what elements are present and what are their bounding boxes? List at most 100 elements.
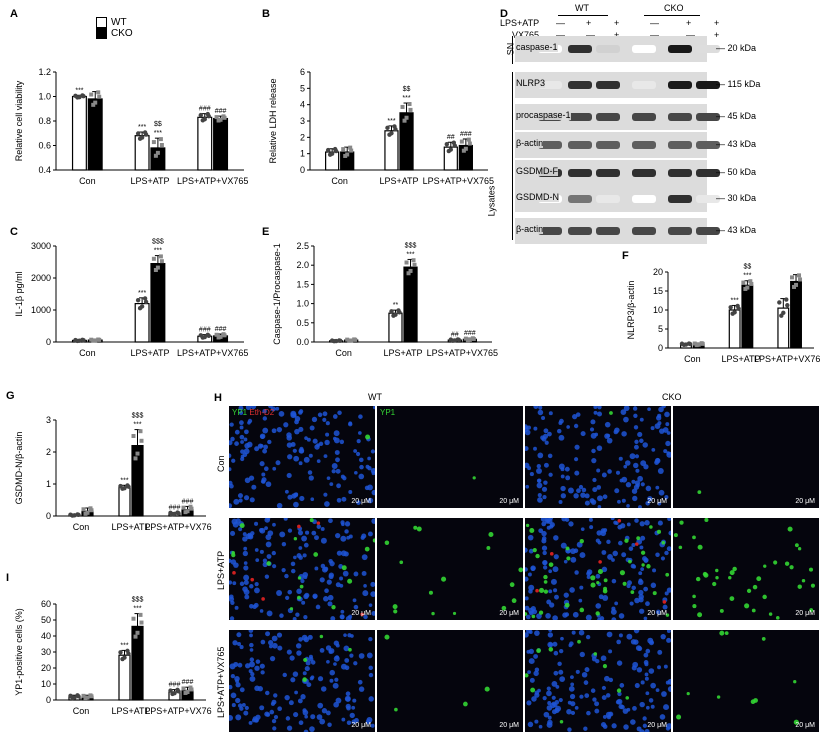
- nucleus: [625, 482, 632, 488]
- nucleus: [298, 720, 304, 726]
- data-point-b: [332, 146, 338, 152]
- yp1-cell: [441, 576, 447, 582]
- y-tick-label-g: 1: [46, 479, 51, 489]
- significance-label-b: $$: [403, 86, 411, 93]
- data-point-c: [205, 332, 210, 337]
- nucleus: [239, 410, 244, 415]
- nucleus: [543, 428, 549, 434]
- treatment-mark: +: [714, 30, 720, 40]
- data-point-g: [175, 510, 180, 515]
- nucleus: [314, 566, 319, 571]
- nucleus: [601, 472, 607, 478]
- nucleus: [559, 418, 564, 424]
- yp1-cell: [413, 525, 418, 530]
- stain-label: YP1 Eth-D2: [232, 408, 275, 417]
- nucleus: [542, 495, 547, 500]
- nucleus: [238, 406, 244, 411]
- nucleus: [229, 684, 233, 690]
- nucleus: [606, 437, 613, 444]
- nucleus: [529, 677, 535, 683]
- nucleus: [632, 705, 637, 711]
- nucleus: [257, 686, 264, 692]
- nucleus: [617, 499, 621, 504]
- panel-label-g: G: [6, 390, 15, 402]
- data-point-c: [159, 259, 164, 264]
- nucleus: [254, 548, 259, 552]
- data-point-g: [81, 507, 86, 512]
- yp1-cell: [416, 526, 422, 532]
- nucleus: [589, 525, 594, 530]
- nucleus: [648, 640, 655, 646]
- micrograph-cells: [229, 630, 375, 732]
- nucleus: [546, 690, 552, 697]
- nucleus: [266, 610, 273, 617]
- bar-b: [384, 130, 399, 171]
- data-point-a: [221, 114, 226, 119]
- nucleus: [574, 706, 579, 710]
- treatment-mark: —: [686, 30, 695, 40]
- nucleus: [302, 708, 307, 713]
- yp1-cell: [399, 560, 404, 565]
- nucleus: [276, 426, 283, 433]
- nucleus: [367, 531, 373, 537]
- significance-label-b: ###: [460, 131, 472, 138]
- nucleus: [334, 677, 339, 682]
- nucleus: [287, 528, 293, 533]
- y-tick-label-i: 0: [46, 695, 51, 705]
- nucleus: [341, 717, 346, 722]
- nucleus: [287, 589, 293, 595]
- nucleus: [648, 668, 655, 674]
- nucleus: [600, 655, 607, 662]
- ethd2-cell: [617, 518, 622, 523]
- nucleus: [298, 546, 303, 550]
- nucleus: [299, 448, 305, 454]
- nucleus: [233, 661, 239, 667]
- nucleus: [633, 444, 639, 450]
- nucleus: [608, 677, 614, 683]
- nucleus: [598, 594, 604, 600]
- blot-band: [632, 227, 656, 235]
- nucleus: [290, 561, 296, 567]
- nucleus: [243, 546, 248, 551]
- nucleus: [250, 406, 257, 410]
- data-point-c: [80, 337, 85, 343]
- nucleus: [272, 564, 277, 569]
- nucleus: [238, 498, 243, 503]
- x-tick-label-i: Con: [73, 706, 90, 716]
- y-axis-label-g: GSDMD-N/β-actin: [14, 432, 24, 505]
- nucleus: [244, 429, 249, 435]
- nucleus: [230, 600, 235, 605]
- nucleus: [634, 439, 639, 444]
- yp1-cell: [752, 584, 758, 590]
- nucleus: [287, 454, 293, 460]
- nucleus: [259, 443, 264, 448]
- blot-protein-label: NLRP3: [516, 78, 546, 88]
- nucleus: [273, 715, 279, 720]
- nucleus: [309, 726, 315, 732]
- nucleus: [651, 447, 656, 452]
- nucleus: [575, 412, 581, 417]
- nucleus: [666, 431, 671, 435]
- nucleus: [537, 493, 542, 498]
- data-point-e: [336, 338, 342, 343]
- chart-f: 0 5 10 15 20 NLRP3/β-actin Con LPS+ATP *** $$ *** L…: [626, 264, 820, 364]
- nucleus: [547, 453, 553, 459]
- nucleus: [241, 703, 246, 707]
- blot-band: [696, 141, 720, 149]
- yp1-cell: [543, 574, 548, 580]
- x-tick-label-b: LPS+ATP+VX765: [423, 176, 494, 186]
- nucleus: [586, 575, 591, 580]
- nucleus: [345, 703, 351, 709]
- blot-kda-label: — 43 kDa: [716, 225, 757, 235]
- scale-bar-label: 20 μM: [647, 722, 667, 729]
- nucleus: [243, 710, 249, 716]
- nucleus: [607, 554, 613, 560]
- treatment-mark: —: [556, 30, 565, 40]
- significance-label-c: ###: [199, 327, 211, 334]
- nucleus: [576, 541, 583, 548]
- scale-bar-label: 20 μM: [795, 610, 815, 617]
- nucleus: [335, 532, 341, 539]
- nucleus: [525, 547, 528, 553]
- blot-band: [596, 141, 620, 149]
- nucleus: [254, 521, 259, 526]
